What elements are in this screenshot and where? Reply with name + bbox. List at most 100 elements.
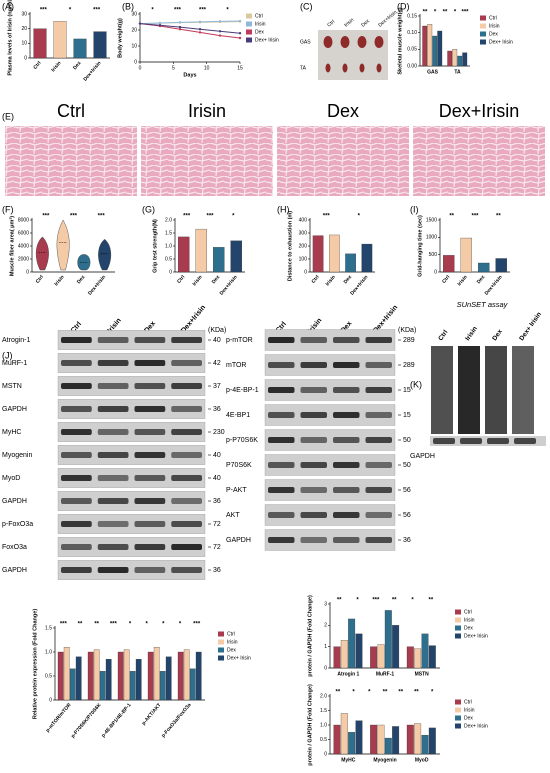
band [134, 544, 166, 550]
legend-swatch [246, 37, 252, 43]
point [238, 19, 242, 23]
y-axis-label: Relative protein expression (Fold Change… [32, 609, 38, 719]
significance: ** [336, 690, 341, 696]
panel-label: (K) [410, 379, 422, 389]
blot-strip [57, 422, 206, 442]
protein-name: p-P70S6K [226, 437, 258, 444]
bar [462, 52, 468, 67]
band [268, 387, 295, 393]
point [158, 24, 162, 27]
band [365, 462, 392, 468]
band [97, 521, 129, 527]
band [97, 498, 129, 504]
significance: *** [174, 8, 182, 14]
band [268, 462, 295, 468]
y-tick-label: 400 [299, 217, 308, 223]
bar [183, 649, 190, 701]
kda-label: 40 [213, 452, 221, 459]
band [333, 362, 360, 368]
band [333, 512, 360, 518]
kda-label: 36 [213, 406, 221, 413]
bar [340, 640, 348, 669]
band [134, 406, 166, 412]
y-tick-label: 20 [131, 27, 137, 33]
band [97, 360, 129, 366]
kda-label: 36 [403, 537, 411, 544]
point [218, 30, 222, 33]
legend-swatch [218, 647, 224, 653]
bar [333, 646, 341, 669]
protein-name: MyoD [2, 475, 20, 482]
band [487, 438, 509, 444]
y-tick-label: 4000 [18, 243, 29, 249]
bar [406, 646, 414, 669]
legend-swatch [246, 21, 252, 27]
bar [177, 651, 184, 701]
protein-name: GAPDH [2, 406, 27, 413]
legend-swatch [455, 699, 461, 705]
kda-label: 36 [213, 567, 221, 574]
blot-strip [57, 560, 206, 580]
significance: ** [449, 214, 454, 220]
x-tick-label: Dex [76, 274, 87, 285]
bar [355, 633, 363, 669]
band [61, 360, 92, 366]
band [333, 537, 360, 543]
kda-label: 40 [213, 337, 221, 344]
bar [73, 38, 87, 59]
point [198, 28, 202, 31]
smear [512, 346, 534, 434]
bar [33, 28, 47, 59]
panel-label: (I) [410, 204, 419, 214]
x-tick-label: p-P70S6K/P70S6K [70, 702, 103, 739]
panel-label: (J) [2, 350, 13, 360]
smear [458, 346, 480, 434]
legend-label: Ctrl [255, 13, 263, 19]
band [134, 521, 166, 527]
significance: * [69, 8, 72, 14]
y-tick-label: 0 [26, 269, 29, 275]
point [198, 31, 202, 34]
bar [159, 671, 166, 701]
y-tick-label: 10 [21, 41, 27, 47]
band [97, 337, 129, 343]
significance: ** [78, 622, 83, 628]
bar [93, 31, 107, 59]
band [300, 387, 327, 393]
histology-image [277, 126, 409, 196]
significance: *** [372, 598, 380, 604]
band [171, 475, 202, 481]
y-axis-label: Plasma levels of Irisin (ng/mL) [7, 0, 13, 76]
legend-label: Ctrl [464, 699, 472, 705]
band [171, 567, 202, 573]
band [514, 438, 536, 444]
muscle [359, 63, 365, 73]
panel-label: (C) [300, 1, 313, 11]
y-tick-label: 1000 [426, 235, 437, 241]
y-axis-label: Grip test strength(N) [152, 219, 158, 273]
significance: * [434, 10, 437, 16]
y-tick-label: 1.5 [320, 708, 327, 714]
significance: *** [42, 214, 50, 220]
y-tick-label: 0 [324, 751, 327, 757]
y-axis-label: Grid-hanging time (sec) [417, 215, 423, 277]
blot-title: SUnSET assay [457, 300, 509, 309]
band [268, 412, 295, 418]
smear [485, 346, 507, 434]
band [171, 383, 202, 389]
bar [377, 644, 385, 669]
band [61, 452, 92, 458]
significance: *** [193, 622, 201, 628]
kda-label: 72 [213, 544, 221, 551]
protein-name: mTOR [226, 362, 246, 369]
significance: ** [383, 690, 388, 696]
band [268, 337, 295, 343]
protein-name: GAPDH [2, 498, 27, 505]
x-tick-label: Dex+Irisin [484, 274, 504, 296]
significance: * [356, 598, 359, 604]
legend-label: Dex+ Irisin [489, 39, 513, 45]
point [178, 28, 182, 31]
legend-label: Dex+ Irisin [464, 633, 488, 639]
bar [447, 50, 453, 67]
kda-label: 15 [403, 412, 411, 419]
